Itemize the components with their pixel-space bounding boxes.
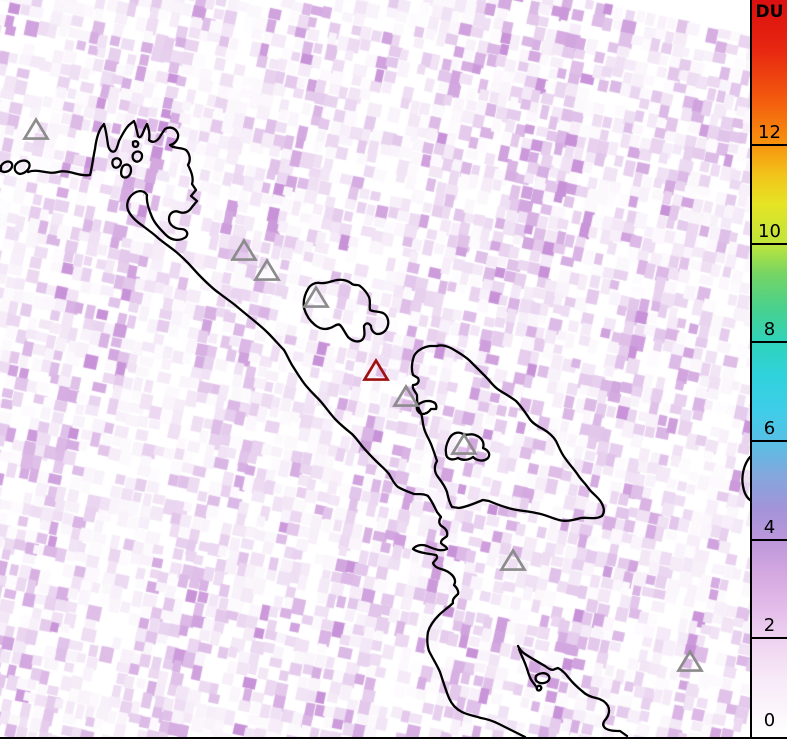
colorbar-gradient — [752, 0, 787, 737]
volcano-marker-icon — [676, 648, 704, 672]
coastline-path — [415, 399, 438, 416]
colorbar-tick-line — [752, 242, 787, 245]
coastline-path — [111, 157, 123, 169]
colorbar-tick-label: 10 — [758, 220, 781, 242]
colorbar-tick-label: 2 — [763, 615, 776, 637]
coastline-path — [26, 119, 527, 737]
coastline-path — [516, 644, 629, 737]
volcano-marker-highlighted-icon — [362, 357, 390, 381]
coastline-path — [410, 344, 605, 522]
colorbar-tick-line — [752, 637, 787, 640]
coastline-path — [444, 431, 491, 462]
volcano-marker-icon — [450, 431, 478, 455]
volcano-marker-icon — [499, 547, 527, 571]
coastline-path — [131, 150, 144, 163]
colorbar-tick-label: 6 — [763, 418, 776, 440]
colorbar-tick-label: 4 — [763, 516, 776, 538]
volcano-marker-icon — [22, 116, 50, 140]
colorbar-unit-label: DU — [755, 2, 784, 22]
colorbar-tick-label: 12 — [758, 122, 781, 144]
colorbar-tick-line — [752, 144, 787, 147]
colorbar-tick-label: 0 — [763, 710, 776, 731]
coastline-path — [119, 163, 133, 179]
colorbar-tick-line — [752, 341, 787, 344]
volcano-marker-icon — [253, 257, 281, 281]
volcano-marker-icon — [302, 284, 330, 308]
coastline-path — [517, 647, 539, 690]
colorbar-tick-label: 8 — [763, 319, 776, 341]
coastline-path — [131, 140, 140, 149]
colorbar-tick-line — [752, 538, 787, 541]
coastline-path — [535, 684, 543, 692]
coastline-path — [302, 278, 390, 343]
coastline-path — [741, 455, 750, 502]
coastline-path — [13, 159, 31, 176]
coastline-layer — [0, 116, 750, 737]
retrieval-noise-layer — [0, 0, 750, 737]
colorbar-tick-line — [752, 440, 787, 443]
map-area — [0, 0, 750, 737]
volcano-marker-icon — [392, 383, 420, 407]
coastline-path — [0, 160, 14, 174]
coastline-path — [534, 672, 551, 685]
volcano-marker-icon — [230, 237, 258, 261]
colorbar: DU 12 10 8 6 4 2 0 — [750, 0, 787, 737]
